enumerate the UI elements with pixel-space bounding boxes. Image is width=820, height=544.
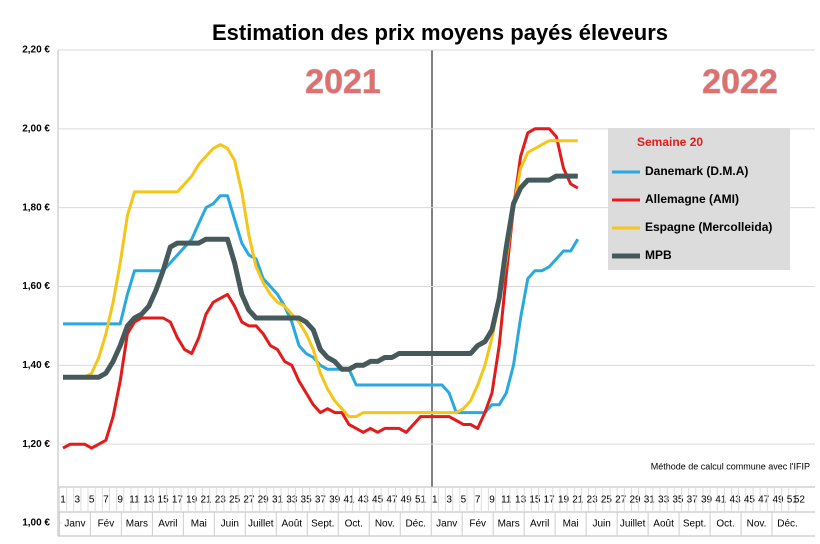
month-label: Mai [191,519,207,530]
x-tick-label: 27 [243,495,255,506]
x-tick-label: 43 [730,495,742,506]
x-tick-label: 13 [143,495,155,506]
month-label: Mars [498,519,520,530]
month-label: Juin [221,519,239,530]
series-line [63,139,578,419]
x-tick-label: 3 [75,495,81,506]
x-tick-label: 41 [715,495,727,506]
x-tick-label: 35 [672,495,684,506]
note: Méthode de calcul commune avec l'IFIP [651,461,810,471]
x-tick-label: 15 [529,495,541,506]
x-tick-label: 13 [515,495,527,506]
x-tick-label: 37 [315,495,327,506]
month-label: Fév [469,519,486,530]
legend-label: Allemagne (AMI) [645,192,739,206]
month-label: Déc. [777,519,798,530]
x-tick-label: 39 [701,495,713,506]
month-label: Sept. [683,519,706,530]
y-tick-label: 2,20 € [22,45,50,56]
month-label: Fév [98,519,115,530]
x-tick-label: 33 [286,495,298,506]
x-tick-label: 3 [446,495,452,506]
x-tick-label: 49 [772,495,784,506]
year-label: 2021 [305,63,381,101]
y-tick-label: 1,00 € [22,518,50,529]
x-tick-label: 39 [329,495,341,506]
x-tick-label: 9 [489,495,495,506]
x-tick-label: 52 [794,495,806,506]
x-tick-label: 9 [117,495,123,506]
month-label: Avril [530,519,549,530]
x-tick-label: 29 [258,495,270,506]
y-tick-label: 1,60 € [22,281,50,292]
month-label: Nov. [747,519,767,530]
x-tick-label: 5 [461,495,467,506]
month-label: Avril [158,519,177,530]
x-tick-label: 37 [687,495,699,506]
chart-title: Estimation des prix moyens payés éleveur… [212,20,668,45]
month-label: Août [653,519,674,530]
month-label: Juillet [248,519,274,530]
month-label: Juin [592,519,610,530]
x-tick-label: 15 [158,495,170,506]
month-label: Mars [126,519,148,530]
x-tick-label: 23 [587,495,599,506]
x-tick-label: 17 [172,495,184,506]
x-tick-label: 1 [60,495,66,506]
legend-label: MPB [645,248,672,262]
month-label: Sept. [311,519,334,530]
month-label: Déc. [405,519,426,530]
x-tick-label: 41 [343,495,355,506]
x-tick-label: 35 [301,495,313,506]
x-tick-label: 31 [272,495,284,506]
legend-label: Danemark (D.M.A) [645,164,748,178]
y-tick-label: 1,20 € [22,439,50,450]
x-tick-label: 47 [758,495,770,506]
y-tick-label: 1,80 € [22,202,50,213]
x-tick-label: 27 [615,495,627,506]
x-tick-label: 51 [415,495,427,506]
x-tick-label: 45 [372,495,384,506]
legend-label: Espagne (Mercolleida) [645,220,772,234]
x-tick-label: 11 [501,495,512,506]
x-tick-label: 25 [601,495,613,506]
x-tick-label: 23 [215,495,227,506]
y-tick-label: 2,00 € [22,123,50,134]
x-tick-label: 43 [358,495,370,506]
x-tick-label: 49 [401,495,413,506]
x-tick-label: 21 [200,495,212,506]
month-label: Oct. [345,519,363,530]
x-tick-label: 7 [103,495,109,506]
month-label: Janv [64,519,85,530]
x-tick-label: 47 [386,495,398,506]
series-line [63,194,580,415]
y-tick-label: 1,40 € [22,360,50,371]
x-tick-label: 45 [744,495,756,506]
x-tick-label: 33 [658,495,670,506]
x-tick-label: 19 [186,495,198,506]
series-line [62,127,579,450]
x-tick-label: 51 [787,495,799,506]
x-tick-label: 31 [644,495,656,506]
month-label: Mai [563,519,579,530]
year-label: 2022 [702,63,778,101]
month-label: Oct. [716,519,734,530]
legend-title: Semaine 20 [637,135,703,149]
x-tick-label: 11 [129,495,140,506]
x-tick-label: 25 [229,495,241,506]
series-line [63,173,578,380]
x-tick-label: 1 [432,495,438,506]
month-label: Nov. [375,519,395,530]
x-tick-label: 5 [89,495,95,506]
x-tick-label: 29 [629,495,641,506]
x-tick-label: 7 [475,495,481,506]
month-label: Janv [436,519,457,530]
x-tick-label: 19 [558,495,570,506]
x-tick-label: 21 [572,495,584,506]
month-label: Juillet [620,519,646,530]
month-label: Août [282,519,303,530]
x-tick-label: 17 [544,495,556,506]
